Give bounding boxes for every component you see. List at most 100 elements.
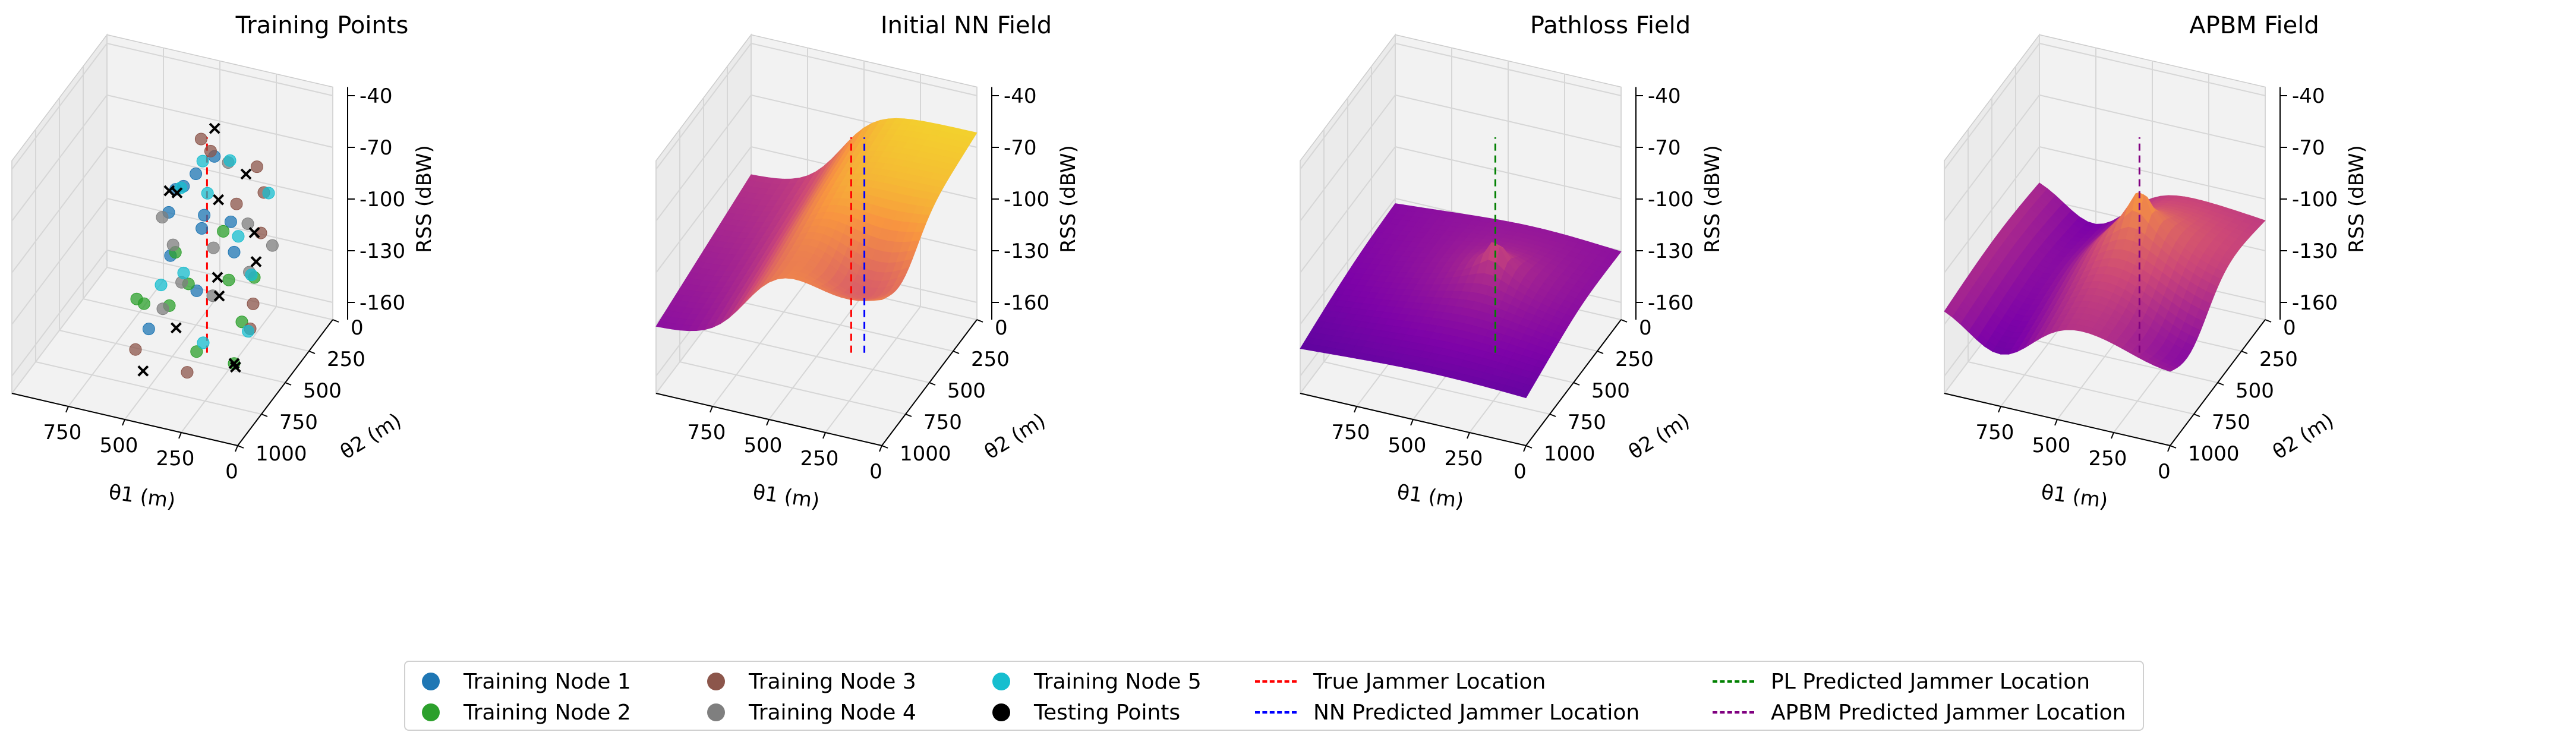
y-tick-label: 0 <box>2283 316 2296 340</box>
legend-swatch <box>1713 711 1754 714</box>
x-tick <box>1998 406 2001 413</box>
grid-line <box>1944 146 2040 273</box>
x-tick-label: 0 <box>869 460 882 484</box>
surface-cell <box>2161 367 2174 372</box>
legend-label: Training Node 2 <box>464 700 631 725</box>
x-tick-label: 500 <box>744 434 783 457</box>
testing-point <box>229 361 241 373</box>
grid-line <box>1300 43 1396 170</box>
x-tick <box>822 432 826 439</box>
grid-line <box>11 198 108 325</box>
training-point <box>196 154 209 168</box>
y-tick <box>308 351 316 354</box>
plot-pathloss-field: 750 500 250 0 0 250 500 750 1000 -40 -70 -100 -130 -1… <box>1299 33 1724 513</box>
y-axis-label: θ2 (m) <box>2269 409 2338 465</box>
z-tick-label: -100 <box>360 188 405 212</box>
legend-label: APBM Predicted Jammer Location <box>1771 700 2126 725</box>
x-tick <box>710 406 713 413</box>
testing-point <box>213 194 225 206</box>
z-axis-label: RSS (dBW) <box>1701 145 1724 253</box>
training-point <box>232 230 245 243</box>
y-tick-label: 500 <box>1591 379 1630 403</box>
y-tick <box>2170 445 2177 449</box>
training-point <box>224 215 237 228</box>
x-tick-label: 500 <box>1388 434 1427 457</box>
y-tick-label: 750 <box>279 411 318 434</box>
testing-point <box>250 255 262 267</box>
y-tick <box>881 445 888 449</box>
x-tick <box>1467 432 1470 439</box>
grid-line <box>11 250 108 377</box>
grid-line <box>1323 361 1550 415</box>
x-tick <box>235 445 238 452</box>
testing-point <box>248 227 260 239</box>
z-tick-label: -160 <box>2292 291 2338 315</box>
panel-title: Initial NN Field <box>880 12 1052 39</box>
training-point <box>142 323 155 336</box>
y-tick <box>1620 319 1628 323</box>
z-tick-label: -160 <box>1004 291 1049 315</box>
legend-label: PL Predicted Jammer Location <box>1771 669 2091 694</box>
training-point <box>201 187 214 200</box>
surface-cell <box>874 298 885 301</box>
panel-title: APBM Field <box>2189 12 2319 39</box>
legend-label: NN Predicted Jammer Location <box>1313 700 1640 725</box>
training-point <box>228 245 241 258</box>
x-tick <box>1354 406 1357 413</box>
training-point <box>156 302 169 315</box>
training-point <box>245 269 258 282</box>
legend-item: Training Node 4 <box>696 698 916 727</box>
y-tick-label: 1000 <box>900 442 951 466</box>
training-point <box>194 132 207 146</box>
training-point <box>156 211 169 224</box>
legend-item: Training Node 1 <box>411 667 631 696</box>
legend-item: Training Node 2 <box>411 698 631 727</box>
legend-item: NN Predicted Jammer Location <box>1255 698 1639 727</box>
testing-point <box>171 187 183 198</box>
z-axis-label: RSS (dBW) <box>2345 145 2369 253</box>
x-tick <box>122 419 125 426</box>
grid-line <box>655 94 752 222</box>
grid-line <box>2039 43 2266 96</box>
z-tick-label: -160 <box>1648 291 1694 315</box>
z-tick-label: -130 <box>1004 239 1049 263</box>
y-tick <box>261 414 268 417</box>
x-tick-label: 750 <box>1332 421 1370 444</box>
legend-item: Testing Points <box>982 698 1180 727</box>
x-tick <box>65 406 69 413</box>
grid-line <box>2039 94 2266 148</box>
y-tick <box>976 319 983 323</box>
legend-item: Training Node 5 <box>982 667 1202 696</box>
y-tick <box>332 319 339 323</box>
y-tick <box>953 351 960 354</box>
plot-initial-nn-field: 750 500 250 0 0 250 500 750 1000 -40 -70 -100 -130 -1… <box>655 33 1080 513</box>
x-tick-label: 250 <box>800 447 839 471</box>
y-tick-label: 250 <box>1615 348 1654 371</box>
x-tick-label: 250 <box>1445 447 1483 471</box>
grid-line <box>1300 146 1396 273</box>
legend-swatch <box>1713 680 1754 683</box>
grid-line <box>703 330 930 383</box>
y-tick <box>2241 351 2248 354</box>
grid-line <box>1300 198 1396 325</box>
grid-line <box>679 361 906 415</box>
training-point <box>129 343 142 356</box>
y-tick <box>2193 414 2200 417</box>
legend-swatch <box>1255 711 1297 714</box>
testing-point <box>137 365 149 377</box>
y-tick <box>1549 414 1556 417</box>
x-tick <box>2054 419 2058 426</box>
grid-line <box>1968 361 2195 415</box>
x-axis-label: θ1 (m) <box>107 480 176 513</box>
y-tick <box>1525 445 1533 449</box>
y-tick-label: 0 <box>351 316 364 340</box>
training-point <box>207 241 220 254</box>
training-point <box>137 297 150 310</box>
panel-initial-nn-field: Initial NN Field 750 500 250 0 0 250 500 750 100… <box>644 0 1288 648</box>
y-axis-label: θ2 (m) <box>1625 409 1694 465</box>
z-tick-label: -160 <box>360 291 405 315</box>
legend-item: True Jammer Location <box>1255 667 1546 696</box>
grid-line <box>1395 146 1622 200</box>
testing-point <box>212 272 223 283</box>
y-tick-label: 750 <box>1568 411 1606 434</box>
